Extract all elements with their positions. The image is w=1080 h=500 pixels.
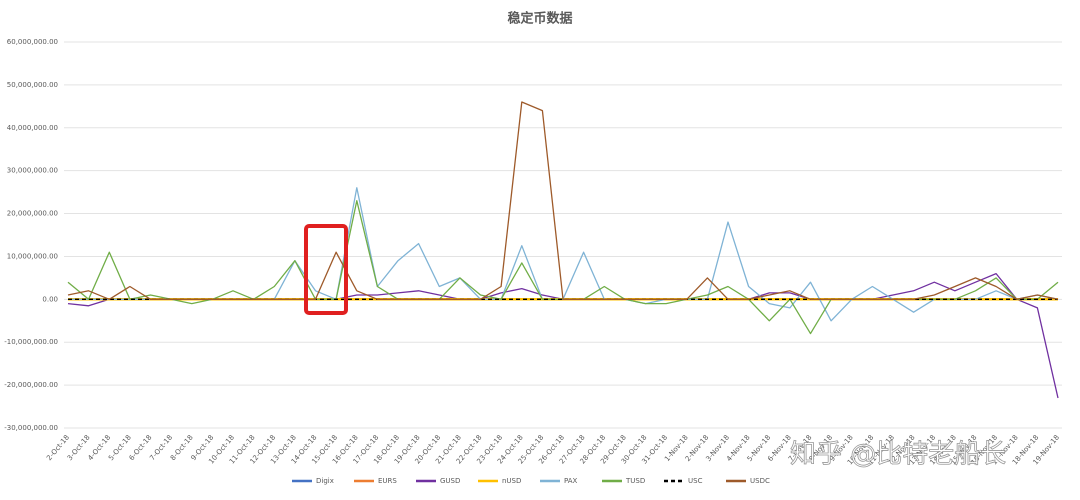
series-line bbox=[67, 272, 1059, 399]
legend-label: PAX bbox=[564, 477, 578, 485]
y-tick-label: 20,000,000.00 bbox=[7, 210, 58, 218]
legend-label: Digix bbox=[316, 477, 334, 485]
highlight-box bbox=[304, 224, 348, 315]
legend-label: nUSD bbox=[502, 477, 521, 485]
legend-label: GUSD bbox=[440, 477, 460, 485]
y-tick-label: -30,000,000.00 bbox=[4, 424, 58, 432]
legend-label: EURS bbox=[378, 477, 397, 485]
legend-label: TUSD bbox=[625, 477, 645, 485]
legend-label: USDC bbox=[750, 477, 770, 485]
y-tick-label: -10,000,000.00 bbox=[4, 338, 58, 346]
y-tick-label: 10,000,000.00 bbox=[7, 252, 58, 260]
series-line bbox=[67, 101, 1059, 300]
series-line bbox=[68, 187, 1059, 322]
y-tick-label: 50,000,000.00 bbox=[7, 81, 58, 89]
y-tick-label: 40,000,000.00 bbox=[7, 124, 58, 132]
chart-title: 稳定币数据 bbox=[507, 11, 572, 27]
legend-label: USC bbox=[688, 477, 703, 485]
y-tick-label: 0.00 bbox=[42, 295, 58, 303]
y-tick-label: 60,000,000.00 bbox=[7, 38, 58, 46]
y-tick-label: 30,000,000.00 bbox=[7, 167, 58, 175]
watermark: 知乎 @比特老船长 bbox=[790, 440, 1006, 470]
y-tick-label: -20,000,000.00 bbox=[4, 381, 58, 389]
series-line bbox=[67, 200, 1059, 335]
